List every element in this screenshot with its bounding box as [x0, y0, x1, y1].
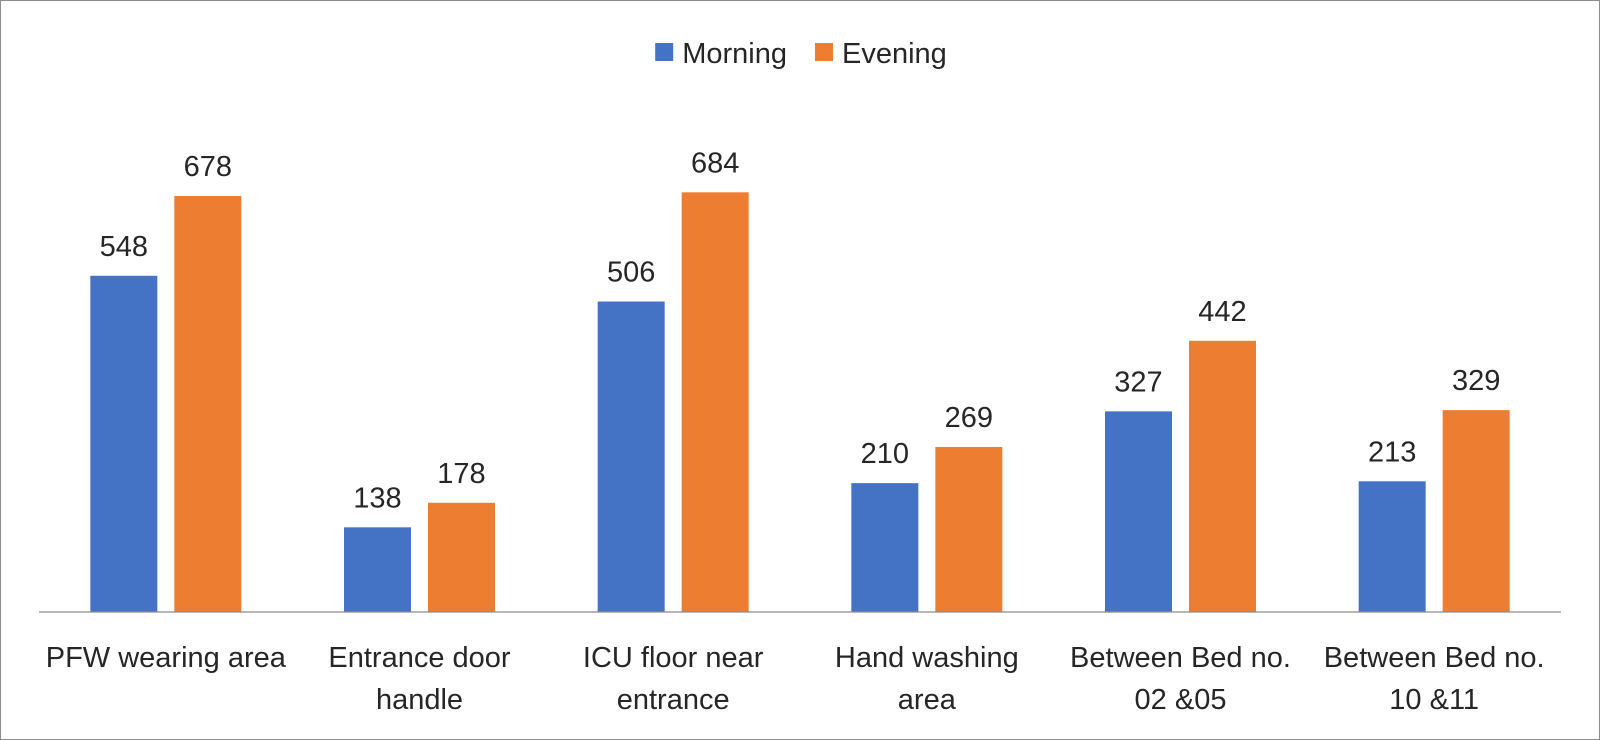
data-label-evening-1: 178 [437, 458, 485, 490]
data-label-evening-3: 269 [945, 402, 993, 434]
bar-morning-0 [90, 275, 158, 612]
x-tick-label-1: Entrance door handle [328, 642, 511, 716]
bar-evening-2 [681, 192, 749, 612]
x-tick-label-5: Between Bed no. 10 &11 [1324, 642, 1545, 716]
x-tick-label-4: Between Bed no. 02 &05 [1070, 642, 1291, 716]
data-label-morning-4: 327 [1114, 366, 1162, 398]
bars [90, 192, 1510, 612]
x-tick-label-3: Hand washing area [835, 642, 1019, 716]
bar-morning-4 [1105, 411, 1172, 612]
data-label-morning-3: 210 [861, 438, 909, 470]
x-tick-label-0: PFW wearing area [46, 642, 287, 674]
data-label-evening-2: 684 [691, 147, 739, 179]
bar-evening-5 [1442, 410, 1510, 612]
bar-morning-5 [1358, 481, 1426, 612]
data-label-morning-2: 506 [607, 257, 655, 289]
legend: Morning Evening [655, 38, 947, 70]
bar-morning-3 [851, 483, 919, 612]
data-label-evening-5: 329 [1452, 365, 1500, 397]
data-label-morning-0: 548 [100, 231, 148, 263]
legend-label-morning: Morning [682, 38, 787, 70]
data-label-evening-0: 678 [184, 151, 232, 183]
data-label-morning-1: 138 [353, 482, 401, 514]
data-label-morning-5: 213 [1368, 436, 1416, 468]
bar-morning-1 [344, 527, 411, 612]
data-label-evening-4: 442 [1198, 296, 1246, 328]
bar-evening-1 [428, 502, 495, 612]
bar-evening-3 [935, 446, 1003, 612]
legend-label-evening: Evening [842, 38, 947, 70]
bar-morning-2 [597, 301, 665, 612]
bar-evening-0 [174, 196, 242, 612]
x-tick-label-2: ICU floor near entrance [583, 642, 764, 716]
legend-swatch-morning [655, 43, 674, 61]
data-labels: 548 678 138 178 506 684 210 269 327 442 213 329 [100, 147, 1501, 514]
x-tick-labels: PFW wearing area Entrance door handle ICU f… [46, 642, 1545, 716]
legend-swatch-evening [814, 43, 833, 61]
bar-evening-4 [1189, 340, 1256, 612]
